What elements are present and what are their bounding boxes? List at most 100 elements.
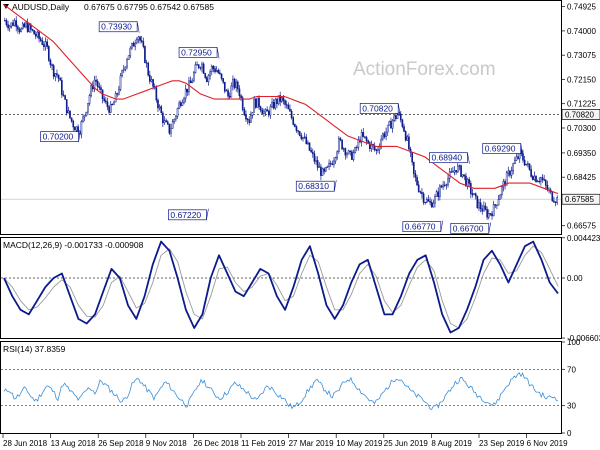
macd-tick-label: 0.004423 — [567, 234, 600, 243]
candle-body — [253, 98, 255, 113]
candle-body — [287, 104, 290, 110]
candle-body — [318, 166, 321, 168]
price-annotation-connector — [136, 21, 140, 33]
candle-body — [168, 123, 171, 134]
candle-body — [391, 120, 394, 129]
candle-body — [461, 174, 464, 177]
candle-body — [344, 148, 347, 156]
candle-body — [39, 38, 42, 41]
candle-body — [403, 126, 405, 132]
candle-body — [44, 41, 47, 47]
candle-body — [365, 137, 368, 142]
candle-body — [38, 31, 40, 39]
macd-tick-label: 0.00 — [567, 274, 583, 283]
candle-body — [305, 136, 308, 145]
candle-body — [479, 202, 482, 209]
price-annotation-label: 0.68310 — [298, 181, 329, 191]
candle-body — [202, 63, 205, 74]
candle-body — [494, 204, 497, 206]
time-tick-label: 27 Mar 2019 — [289, 439, 334, 448]
candle-body — [100, 87, 102, 91]
candle-body — [17, 26, 19, 30]
candle-body — [41, 40, 44, 45]
candle-body — [354, 147, 356, 153]
price-tick-label: 0.66575 — [567, 222, 596, 231]
candle-body — [263, 111, 265, 114]
candle-body — [264, 109, 267, 113]
candle-body — [215, 70, 218, 72]
candle-body — [380, 138, 383, 148]
candle-body — [443, 184, 446, 186]
ohlc-label: 0.67675 0.67795 0.67542 0.67585 — [84, 2, 214, 12]
price-tick-label: 0.72150 — [567, 75, 596, 84]
candle-body — [481, 208, 484, 212]
candle-body — [20, 28, 22, 32]
candle-body — [419, 191, 422, 193]
candle-body — [393, 115, 396, 121]
candle-body — [442, 184, 444, 188]
time-tick-label: 26 Dec 2018 — [193, 439, 239, 448]
candle-body — [197, 64, 200, 68]
price-tick-label: 0.71225 — [567, 100, 596, 109]
candle-body — [298, 131, 301, 136]
price-annotation-label: 0.70820 — [362, 103, 393, 113]
current-price-box — [561, 193, 600, 205]
candle-body — [491, 213, 493, 217]
candle-body — [70, 117, 73, 122]
candle-body — [536, 180, 539, 183]
candle-body — [311, 151, 314, 154]
candle-body — [162, 112, 164, 123]
candle-body — [93, 79, 96, 90]
candle-body — [237, 81, 239, 90]
rsi-series — [3, 372, 559, 410]
time-tick-label: 26 Sep 2018 — [98, 439, 144, 448]
price-annotation-connector — [78, 130, 81, 142]
time-tick-label: 25 Jun 2019 — [384, 439, 429, 448]
candle-body — [383, 133, 386, 138]
candle-body — [199, 67, 202, 69]
candle-body — [217, 70, 220, 74]
candle-body — [460, 165, 462, 177]
candle-body — [21, 23, 24, 30]
candle-body — [331, 163, 334, 165]
candle-body — [238, 88, 241, 97]
candle-body — [352, 152, 355, 160]
price-annotation-box — [178, 47, 218, 58]
candle-body — [439, 185, 441, 197]
price-annotation-label: 0.68940 — [431, 153, 462, 163]
candle-body — [484, 205, 487, 210]
candle-body — [12, 22, 14, 26]
candle-body — [259, 106, 262, 111]
candle-body — [502, 181, 505, 188]
candle-body — [258, 97, 260, 108]
candle-body — [261, 109, 264, 114]
candle-body — [122, 68, 125, 71]
candle-body — [142, 41, 145, 47]
price-grid — [1, 113, 561, 200]
candle-body — [15, 20, 18, 27]
candle-body — [417, 184, 420, 192]
candle-body — [385, 131, 387, 138]
candle-body — [349, 150, 352, 152]
candle-body — [515, 156, 518, 161]
candle-body — [364, 136, 366, 138]
candle-body — [486, 209, 488, 218]
candle-body — [333, 160, 335, 165]
price-annotation-label: 0.73930 — [101, 22, 132, 32]
candle-body — [243, 109, 246, 116]
candle-body — [191, 80, 194, 84]
rsi-tick-label: 30 — [567, 402, 576, 411]
candle-body — [131, 42, 133, 49]
candle-body — [414, 173, 417, 178]
candle-body — [228, 95, 231, 98]
candle-body — [326, 165, 329, 168]
candle-body — [468, 179, 471, 184]
candle-body — [34, 33, 37, 37]
price-annotation-box — [98, 21, 138, 33]
candle-body — [445, 184, 448, 186]
candle-body — [540, 177, 542, 182]
candle-body — [307, 142, 309, 145]
candle-body — [23, 23, 26, 28]
candle-body — [512, 163, 515, 172]
